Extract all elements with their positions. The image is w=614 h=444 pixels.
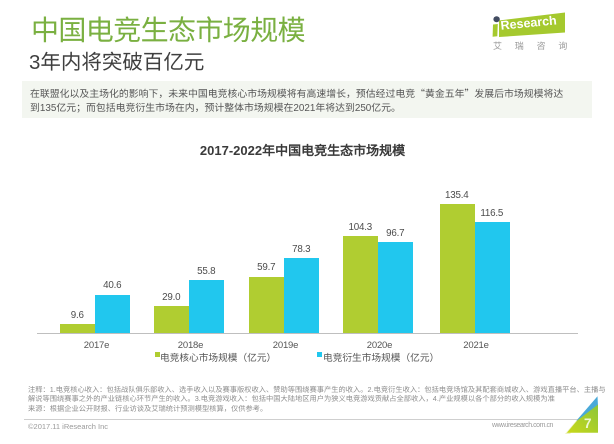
- svg-text:Research: Research: [500, 13, 557, 32]
- svg-text:7: 7: [584, 416, 592, 431]
